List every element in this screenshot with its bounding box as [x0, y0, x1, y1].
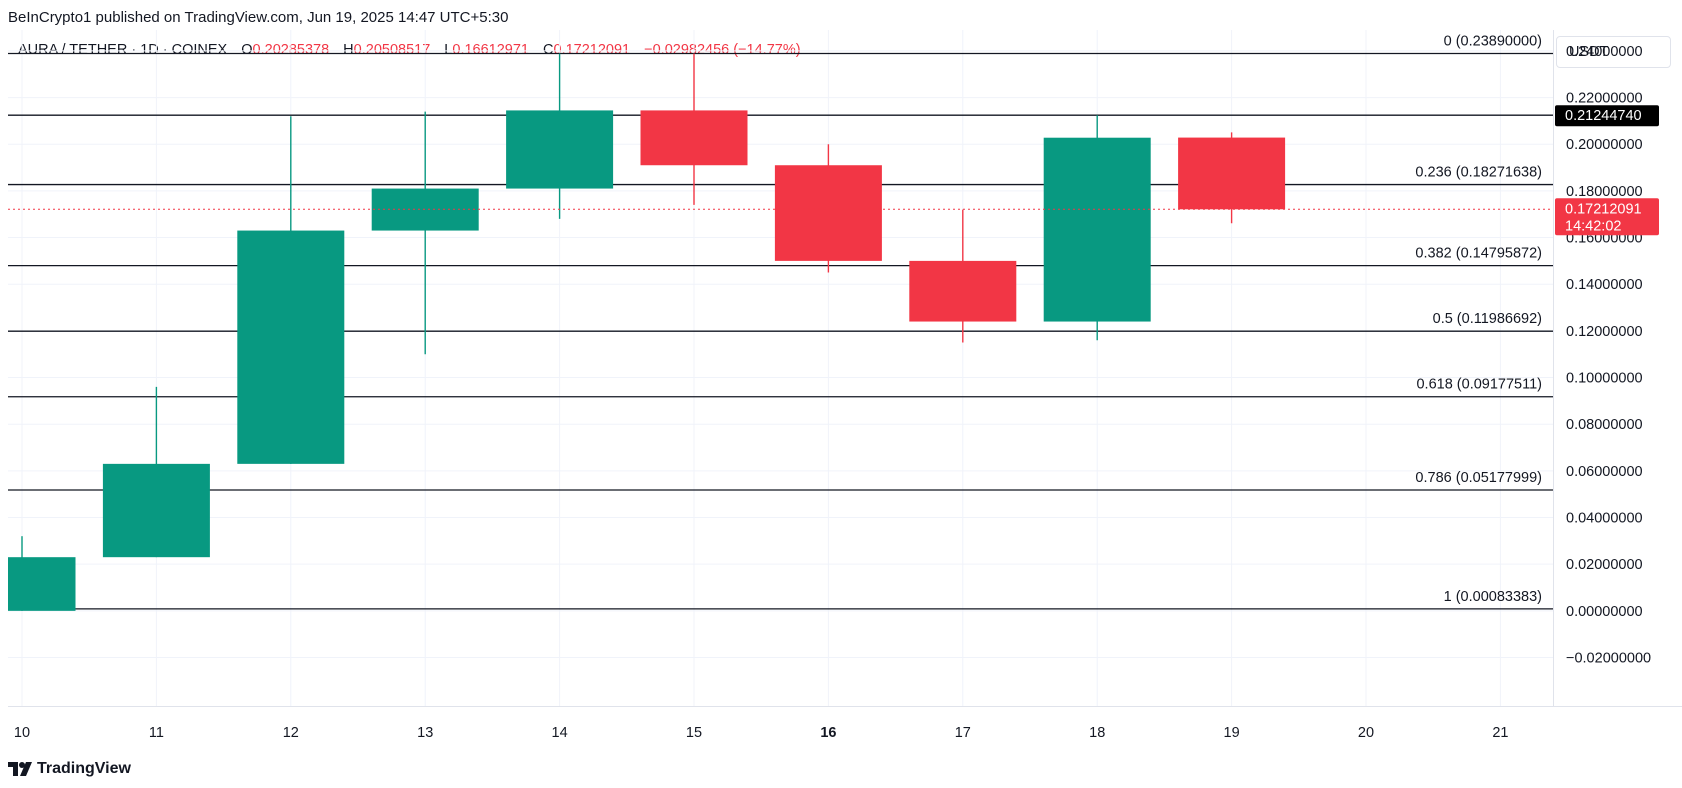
- candle-up-body[interactable]: [237, 230, 345, 464]
- x-axis-tick-label: 20: [1358, 725, 1374, 741]
- bar-countdown-text: 14:42:02: [1565, 218, 1621, 234]
- fib-level-label: 0.618 (0.09177511): [1416, 377, 1542, 393]
- y-axis-tick-label: 0.04000000: [1566, 511, 1643, 527]
- candle-up-body[interactable]: [102, 463, 210, 558]
- x-axis-tick-label: 13: [417, 725, 433, 741]
- y-axis-tick-label: 0.18000000: [1566, 184, 1643, 200]
- y-axis-tick-label: 0.00000000: [1566, 604, 1643, 620]
- y-axis-tick-label: 0.08000000: [1566, 417, 1643, 433]
- x-axis-tick-label: 19: [1224, 725, 1240, 741]
- y-axis-tick-label: 0.24000000: [1566, 44, 1643, 60]
- x-axis-tick-label: 14: [552, 725, 568, 741]
- y-axis-tick-label: 0.10000000: [1566, 371, 1643, 387]
- close-key: C: [543, 42, 554, 58]
- fib-level-label: 0.382 (0.14795872): [1415, 246, 1542, 262]
- last-price-tag: [1555, 198, 1659, 236]
- x-axis-tick-label: 10: [14, 725, 30, 741]
- x-axis-tick-label: 12: [283, 725, 299, 741]
- x-axis-tick-label: 17: [955, 725, 971, 741]
- y-axis-tick-label: −0.02000000: [1566, 651, 1651, 667]
- tradingview-logo[interactable]: TradingView: [8, 760, 131, 778]
- candle-up-body[interactable]: [506, 110, 614, 189]
- candle-up-body[interactable]: [8, 557, 76, 611]
- y-axis-tick-label: 0.14000000: [1566, 277, 1643, 293]
- x-axis-tick-label: 11: [149, 725, 164, 741]
- y-axis-tick-label: 0.06000000: [1566, 464, 1643, 480]
- high-key: H: [343, 42, 354, 58]
- x-axis-tick-label: 21: [1492, 725, 1508, 741]
- fib-level-label: 0.5 (0.11986692): [1433, 311, 1542, 327]
- candle-down-body[interactable]: [1178, 137, 1286, 210]
- fib-level-label: 1 (0.00083383): [1444, 589, 1542, 605]
- fib-level-label: 0.786 (0.05177999): [1415, 470, 1542, 486]
- last-price-text: 0.17212091: [1565, 201, 1642, 217]
- publisher-line: BeInCrypto1 published on TradingView.com…: [8, 9, 509, 26]
- horizontal-line-price-text: 0.21244740: [1565, 108, 1642, 124]
- tradingview-logo-text: TradingView: [37, 760, 131, 777]
- low-key: L: [444, 42, 453, 58]
- candle-down-body[interactable]: [909, 260, 1017, 322]
- candle-down-body[interactable]: [640, 110, 748, 166]
- horizontal-line-price-tag: [1555, 105, 1659, 127]
- candle-down-body[interactable]: [774, 165, 882, 261]
- fib-level-label: 0.236 (0.18271638): [1415, 165, 1542, 181]
- open-key: O: [241, 42, 253, 58]
- y-axis-tick-label: 0.22000000: [1566, 91, 1643, 107]
- y-axis-tick-label: 0.12000000: [1566, 324, 1643, 340]
- candle-up-body[interactable]: [1043, 137, 1151, 322]
- tradingview-logo-icon: [8, 762, 32, 776]
- x-axis-tick-label: 18: [1089, 725, 1105, 741]
- x-axis-tick-label: 16: [820, 725, 836, 741]
- y-axis-tick-label: 0.02000000: [1566, 557, 1643, 573]
- fib-level-label: 0 (0.23890000): [1444, 33, 1542, 49]
- candle-up-body[interactable]: [371, 188, 479, 231]
- currency-selector[interactable]: USDT: [1556, 36, 1671, 68]
- x-axis-tick-label: 15: [686, 725, 702, 741]
- y-axis-tick-label: 0.20000000: [1566, 137, 1643, 153]
